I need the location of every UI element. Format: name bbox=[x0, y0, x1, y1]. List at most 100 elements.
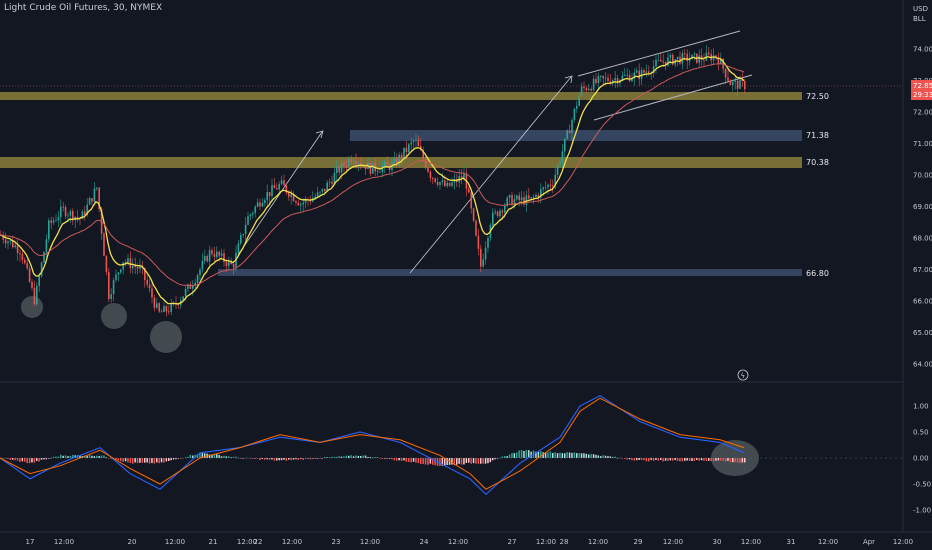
histogram-bar bbox=[161, 458, 163, 462]
histogram-bar bbox=[595, 455, 597, 458]
candle bbox=[14, 246, 16, 248]
candle bbox=[84, 212, 86, 215]
histogram-bar bbox=[317, 458, 319, 459]
histogram-bar bbox=[523, 451, 525, 458]
candle bbox=[302, 203, 304, 205]
candle bbox=[218, 252, 220, 256]
histogram-bar bbox=[480, 458, 482, 464]
candle bbox=[96, 188, 98, 189]
candle bbox=[149, 285, 151, 289]
histogram-bar bbox=[170, 458, 172, 460]
histogram-bar bbox=[125, 458, 127, 461]
histogram-bar bbox=[554, 452, 556, 458]
histogram-bar bbox=[689, 458, 691, 461]
histogram-bar bbox=[19, 458, 21, 462]
swing-low-highlight-2 bbox=[101, 303, 127, 329]
histogram-bar bbox=[662, 458, 664, 461]
candle bbox=[547, 185, 549, 188]
histogram-bar bbox=[648, 458, 650, 461]
histogram-bar bbox=[163, 458, 165, 463]
candle bbox=[598, 76, 600, 83]
histogram-bar bbox=[348, 456, 350, 458]
candle bbox=[600, 76, 602, 77]
candle bbox=[250, 215, 252, 217]
candle bbox=[50, 220, 52, 222]
channel-upper-line[interactable] bbox=[578, 31, 740, 76]
candle bbox=[497, 212, 499, 217]
histogram-bar bbox=[154, 458, 156, 464]
candle bbox=[557, 165, 559, 175]
candle bbox=[350, 159, 352, 162]
histogram-bar bbox=[26, 458, 28, 463]
zone-66-80[interactable] bbox=[218, 269, 802, 276]
histogram-bar bbox=[257, 458, 259, 459]
candle bbox=[247, 216, 249, 225]
lightning-glyph: ϟ bbox=[741, 372, 746, 380]
candle bbox=[401, 155, 403, 158]
histogram-bar bbox=[96, 456, 98, 458]
histogram-bar bbox=[173, 458, 175, 459]
histogram-bar bbox=[223, 456, 225, 458]
candle bbox=[571, 120, 573, 133]
histogram-bar bbox=[694, 458, 696, 461]
candle bbox=[346, 166, 348, 167]
histogram-bar bbox=[725, 458, 727, 462]
histogram-bar bbox=[684, 458, 686, 461]
time-tick: 12:00 bbox=[536, 538, 556, 546]
histogram-bar bbox=[274, 458, 276, 461]
time-tick: 12:00 bbox=[360, 538, 380, 546]
histogram-bar bbox=[456, 458, 458, 465]
histogram-bar bbox=[151, 458, 153, 463]
candle bbox=[588, 89, 590, 90]
histogram-bar bbox=[288, 458, 290, 460]
histogram-bar bbox=[302, 458, 304, 460]
candle bbox=[206, 256, 208, 261]
candle bbox=[492, 213, 494, 226]
candle bbox=[379, 172, 381, 173]
histogram-bar bbox=[62, 456, 64, 458]
histogram-bar bbox=[739, 458, 741, 463]
trend-arrow-1[interactable] bbox=[238, 132, 322, 255]
histogram-bar bbox=[612, 457, 614, 458]
countdown-value: 29:33 bbox=[913, 91, 932, 99]
candle bbox=[278, 184, 280, 189]
histogram-bar bbox=[463, 458, 465, 464]
histogram-bar bbox=[60, 455, 62, 458]
histogram-bar bbox=[547, 452, 549, 458]
histogram-bar bbox=[566, 452, 568, 458]
time-tick: 12:00 bbox=[663, 538, 683, 546]
candle bbox=[442, 180, 444, 182]
price-tick: 67.00 bbox=[913, 266, 932, 274]
histogram-bar bbox=[355, 455, 357, 458]
time-tick: 17 bbox=[26, 538, 35, 546]
candle bbox=[108, 272, 110, 299]
candle bbox=[581, 87, 583, 96]
candle bbox=[434, 178, 436, 182]
candle bbox=[626, 75, 628, 76]
candle bbox=[338, 167, 340, 173]
histogram-bar bbox=[679, 458, 681, 461]
histogram-bar bbox=[581, 453, 583, 458]
candle bbox=[355, 161, 357, 164]
macd-axis[interactable]: 1.00 0.50 0.00 -0.50 -1.00 bbox=[913, 403, 931, 515]
histogram-bar bbox=[641, 458, 643, 460]
candle bbox=[5, 240, 7, 244]
zone-72-50[interactable] bbox=[0, 92, 802, 100]
histogram-bar bbox=[120, 458, 122, 461]
time-tick: 12:00 bbox=[282, 538, 302, 546]
trend-arrow-2[interactable] bbox=[410, 77, 571, 273]
histogram-bar bbox=[737, 458, 739, 462]
histogram-bar bbox=[401, 458, 403, 461]
candle bbox=[518, 196, 520, 201]
price-tick: 64.00 bbox=[913, 361, 932, 369]
histogram-bar bbox=[144, 458, 146, 463]
histogram-bar bbox=[91, 456, 93, 458]
histogram-bar bbox=[132, 458, 134, 464]
candle bbox=[353, 161, 355, 162]
candle bbox=[46, 239, 48, 252]
histogram-bar bbox=[158, 458, 160, 463]
time-tick: 12:00 bbox=[893, 538, 913, 546]
candle bbox=[394, 159, 396, 163]
